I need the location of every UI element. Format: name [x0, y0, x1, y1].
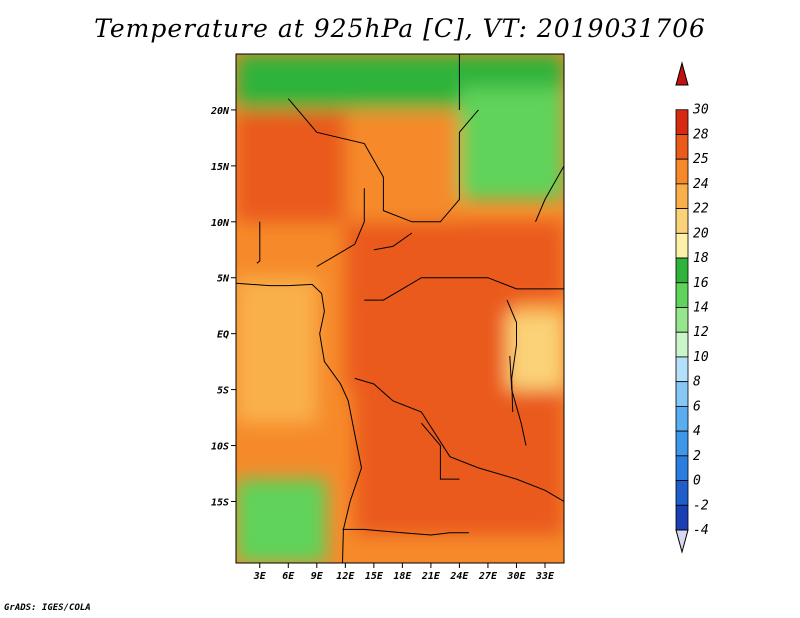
border-line [316, 188, 365, 267]
border-line [364, 277, 564, 301]
x-tick-label: 27E [478, 571, 498, 582]
field-regions [236, 54, 564, 563]
colorbar-label: 24 [693, 177, 709, 192]
y-tick-label: 5N [217, 274, 230, 285]
colorbar-swatch [675, 331, 689, 358]
colorbar-label: 18 [693, 251, 709, 266]
colorbar-swatch [675, 356, 689, 383]
y-axis: 20N 15N 10N 5N EQ 5S 10S 15S [210, 106, 236, 508]
field-region [345, 221, 564, 301]
colorbar-swatch [675, 504, 689, 531]
y-tick-label: 5S [217, 386, 229, 397]
colorbar-under-arrow [675, 529, 689, 554]
chart-title: Temperature at 925hPa [C], VT: 201903170… [94, 14, 706, 43]
x-tick-label: 15E [365, 571, 384, 582]
y-tick-label: 10N [211, 218, 230, 229]
colorbar-swatch [675, 183, 689, 210]
x-tick-label: 30E [506, 571, 526, 582]
x-tick-label: 18E [393, 571, 412, 582]
y-tick-label: 15N [211, 162, 230, 173]
border-line [421, 422, 460, 480]
border-line [506, 299, 517, 413]
colorbar-label: 0 [693, 474, 701, 489]
colorbar-swatch [675, 134, 689, 160]
colorbar-label: 2 [693, 449, 701, 464]
field-region [459, 87, 564, 200]
colorbar-label: 16 [693, 276, 709, 291]
x-tick-label: 21E [421, 571, 441, 582]
x-tick-label: 12E [336, 571, 355, 582]
colorbar-swatch [675, 455, 689, 481]
border-line [236, 282, 363, 563]
x-axis: 3E 6E 9E 12E 15E 18E 21E 24E 27E 30E 33E [253, 563, 555, 582]
field-region [354, 389, 564, 536]
field-region [236, 277, 317, 424]
temperature-field [236, 54, 564, 563]
colorbar-label: -4 [693, 523, 709, 538]
border-line [535, 165, 564, 222]
colorbar-label: 12 [693, 325, 709, 340]
border-line [354, 377, 564, 502]
colorbar-swatch [675, 480, 689, 506]
colorbar-swatch [675, 232, 689, 259]
x-tick-label: 6E [282, 571, 295, 582]
border-line [287, 98, 479, 223]
colorbar-label: 6 [693, 399, 701, 414]
x-tick-label: 24E [449, 571, 469, 582]
colorbar-label: 4 [693, 424, 701, 439]
colorbar-swatch [675, 208, 689, 234]
y-tick-label: 15S [211, 497, 229, 508]
border-line [256, 221, 261, 264]
y-tick-label: 20N [210, 106, 230, 117]
colorbar-label: 28 [693, 127, 709, 142]
colorbar-label: -2 [693, 498, 709, 513]
colorbar-over-arrow [675, 61, 689, 86]
field-region [345, 300, 517, 390]
colorbar-swatch [675, 405, 689, 432]
colorbar-swatch [675, 282, 689, 308]
country-borders [236, 54, 564, 563]
colorbar-swatch [675, 307, 689, 333]
x-tick-label: 9E [311, 571, 324, 582]
colorbar-label: 14 [693, 301, 709, 316]
colorbar-label: 8 [693, 375, 701, 390]
colorbar-swatch [675, 158, 689, 185]
plot-frame [235, 53, 565, 564]
colorbar-label: 30 [692, 103, 709, 118]
colorbar-swatch [675, 257, 689, 284]
border-line [509, 355, 527, 446]
border-line [373, 232, 413, 251]
colorbar-label: 10 [693, 350, 709, 365]
field-region [236, 479, 327, 563]
y-tick-label: EQ [217, 330, 229, 341]
colorbar-label: 20 [693, 226, 709, 241]
border-line [342, 528, 469, 536]
field-region [236, 109, 346, 222]
x-tick-label: 33E [535, 571, 555, 582]
colorbar-label: 22 [693, 202, 709, 217]
colorbar-label: 25 [693, 152, 709, 167]
colorbar-swatch [675, 109, 689, 135]
y-tick-label: 10S [211, 442, 229, 453]
x-tick-label: 3E [253, 571, 267, 582]
colorbar-swatch [675, 381, 689, 407]
colorbar-swatch [675, 430, 689, 457]
footer-credit: GrADS: IGES/COLA [4, 603, 91, 613]
